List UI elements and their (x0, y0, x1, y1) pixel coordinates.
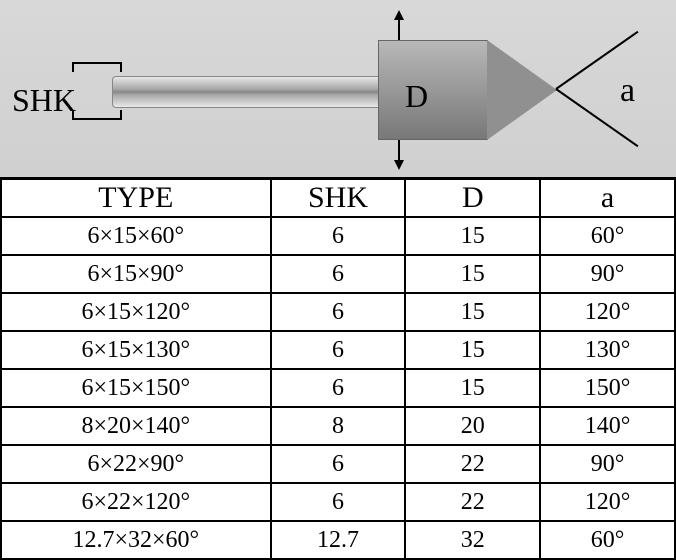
table-cell-d: 15 (405, 369, 540, 407)
table-cell-type: 6×15×120° (1, 293, 271, 331)
table-cell-shk: 6 (271, 331, 406, 369)
table-row: 6×15×150°615150° (1, 369, 675, 407)
table-cell-shk: 6 (271, 369, 406, 407)
table-cell-a: 60° (540, 521, 675, 559)
table-cell-shk: 6 (271, 293, 406, 331)
table-row: 6×15×90°61590° (1, 255, 675, 293)
tool-head-tip (487, 40, 557, 140)
table-cell-d: 22 (405, 483, 540, 521)
table-cell-type: 6×15×90° (1, 255, 271, 293)
table-cell-type: 6×22×120° (1, 483, 271, 521)
table-cell-shk: 6 (271, 255, 406, 293)
d-dimension-label: D (405, 78, 428, 115)
table-row: 8×20×140°820140° (1, 407, 675, 445)
table-row: 6×22×120°622120° (1, 483, 675, 521)
table-cell-type: 8×20×140° (1, 407, 271, 445)
table-cell-shk: 8 (271, 407, 406, 445)
shk-dimension-label: SHK (12, 82, 76, 119)
table-cell-a: 120° (540, 483, 675, 521)
table-row: 12.7×32×60°12.73260° (1, 521, 675, 559)
shk-bracket-bottom (72, 118, 122, 120)
table-cell-shk: 12.7 (271, 521, 406, 559)
table-cell-a: 60° (540, 217, 675, 255)
table-cell-type: 12.7×32×60° (1, 521, 271, 559)
table-cell-a: 90° (540, 445, 675, 483)
column-header-type: TYPE (1, 179, 271, 217)
table-row: 6×15×130°615130° (1, 331, 675, 369)
angle-dimension-label: a (620, 72, 635, 110)
table-cell-a: 140° (540, 407, 675, 445)
table-cell-shk: 6 (271, 217, 406, 255)
table-cell-d: 15 (405, 331, 540, 369)
tool-shank (112, 76, 382, 108)
table-cell-type: 6×15×130° (1, 331, 271, 369)
d-arrow-down (398, 140, 400, 162)
table-cell-shk: 6 (271, 445, 406, 483)
table-cell-a: 90° (540, 255, 675, 293)
specifications-table-container: TYPE SHK D a 6×15×60°61560°6×15×90°61590… (0, 178, 676, 560)
table-cell-d: 32 (405, 521, 540, 559)
table-cell-d: 15 (405, 217, 540, 255)
tool-head (378, 40, 528, 140)
table-cell-type: 6×15×60° (1, 217, 271, 255)
table-header-row: TYPE SHK D a (1, 179, 675, 217)
table-cell-d: 15 (405, 293, 540, 331)
specifications-table: TYPE SHK D a 6×15×60°61560°6×15×90°61590… (0, 178, 676, 560)
d-arrow-up (398, 18, 400, 40)
table-cell-type: 6×15×150° (1, 369, 271, 407)
table-row: 6×22×90°62290° (1, 445, 675, 483)
table-cell-a: 150° (540, 369, 675, 407)
table-cell-a: 120° (540, 293, 675, 331)
table-cell-shk: 6 (271, 483, 406, 521)
column-header-a: a (540, 179, 675, 217)
column-header-shk: SHK (271, 179, 406, 217)
table-cell-d: 15 (405, 255, 540, 293)
table-row: 6×15×60°61560° (1, 217, 675, 255)
tool-head-body (378, 40, 488, 140)
table-cell-type: 6×22×90° (1, 445, 271, 483)
tool-diagram: SHK D a (0, 0, 676, 178)
table-cell-d: 20 (405, 407, 540, 445)
table-cell-a: 130° (540, 331, 675, 369)
table-cell-d: 22 (405, 445, 540, 483)
column-header-d: D (405, 179, 540, 217)
shk-bracket-top (72, 62, 122, 64)
table-row: 6×15×120°615120° (1, 293, 675, 331)
